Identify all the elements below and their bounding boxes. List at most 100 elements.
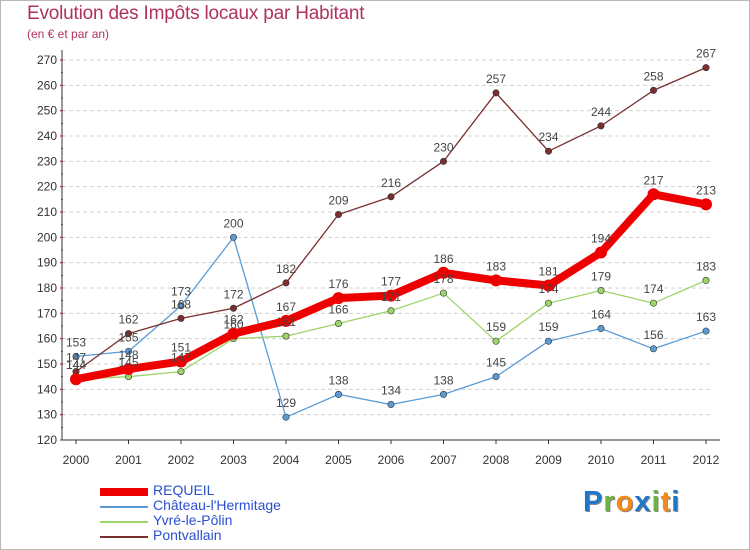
- data-label: 200: [223, 216, 243, 230]
- x-tick-label: 2006: [378, 453, 405, 467]
- data-point: [387, 401, 395, 409]
- logo-letter: P: [583, 486, 604, 518]
- y-tick-label: 120: [37, 433, 57, 447]
- data-point: [334, 319, 342, 327]
- data-label: 166: [328, 302, 348, 316]
- data-point: [597, 287, 605, 295]
- data-point: [544, 337, 552, 345]
- proxiti-logo: Proxiti: [583, 486, 680, 519]
- y-tick-label: 240: [37, 129, 57, 143]
- legend-item: Château-l'Hermitage: [100, 497, 360, 516]
- data-point: [230, 233, 238, 241]
- logo-letter: t: [660, 486, 672, 518]
- y-tick-label: 200: [37, 230, 57, 244]
- data-point: [490, 274, 502, 287]
- data-point: [702, 276, 710, 284]
- data-label: 148: [118, 348, 138, 362]
- y-tick-label: 220: [37, 180, 57, 194]
- data-point: [177, 302, 185, 310]
- data-point: [437, 266, 450, 279]
- x-tick-label: 2007: [430, 453, 457, 467]
- data-point: [439, 157, 447, 165]
- data-label: 174: [538, 282, 558, 296]
- legend-label: Pontvallain: [153, 527, 222, 543]
- data-label: 209: [328, 194, 348, 208]
- chart-subtitle: (en € et par an): [27, 27, 110, 41]
- data-point: [332, 292, 345, 305]
- x-tick-label: 2010: [588, 453, 615, 467]
- data-label: 176: [328, 277, 348, 291]
- x-tick-label: 2003: [220, 453, 247, 467]
- data-label: 162: [118, 313, 138, 327]
- data-label: 194: [591, 232, 611, 246]
- data-point: [647, 188, 660, 201]
- data-point: [177, 314, 185, 322]
- data-point: [597, 122, 605, 130]
- series-line-pontvallain: [75, 66, 707, 373]
- data-label: 182: [276, 262, 296, 276]
- data-point: [177, 368, 185, 376]
- data-point: [125, 347, 133, 355]
- y-tick-label: 160: [37, 332, 57, 346]
- data-label: 216: [381, 176, 401, 190]
- y-tick-label: 210: [37, 205, 57, 219]
- legend-label: Yvré-le-Pôlin: [153, 512, 233, 528]
- data-point: [227, 327, 240, 340]
- data-point: [702, 64, 710, 72]
- data-label: 168: [171, 297, 191, 311]
- x-tick-label: 2005: [325, 453, 352, 467]
- x-tick-label: 2001: [115, 453, 142, 467]
- data-point: [282, 332, 290, 340]
- data-point: [700, 198, 712, 211]
- y-tick-label: 230: [37, 154, 57, 168]
- data-point: [595, 246, 607, 259]
- data-label: 160: [223, 318, 243, 332]
- legend-item: Yvré-le-Pôlin: [100, 512, 360, 531]
- data-label: 234: [538, 130, 558, 144]
- x-tick-label: 2008: [483, 453, 510, 467]
- data-label: 151: [171, 340, 191, 354]
- data-label: 230: [433, 140, 453, 154]
- y-tick-label: 260: [37, 78, 57, 92]
- logo-letter: r: [603, 486, 616, 518]
- data-label: 178: [433, 272, 453, 286]
- data-label: 156: [643, 328, 663, 342]
- data-point: [387, 307, 395, 315]
- data-point: [542, 279, 555, 292]
- data-point: [280, 314, 292, 327]
- data-label: 138: [433, 373, 453, 387]
- data-label: 163: [696, 310, 716, 324]
- data-label: 153: [66, 335, 86, 349]
- x-tick-label: 2002: [168, 453, 195, 467]
- y-tick-label: 250: [37, 104, 57, 118]
- data-label: 267: [696, 47, 716, 61]
- data-point: [492, 337, 500, 345]
- y-tick-label: 150: [37, 357, 57, 371]
- legend-swatch: [100, 536, 148, 538]
- legend-item: REQUEIL: [100, 482, 360, 501]
- data-label: 162: [223, 313, 243, 327]
- data-point: [544, 299, 552, 307]
- logo-letter: i: [651, 486, 661, 518]
- data-label: 181: [538, 264, 558, 278]
- data-label: 164: [591, 308, 611, 322]
- chart-title: Evolution des Impôts locaux par Habitant: [27, 3, 365, 24]
- data-point: [597, 325, 605, 333]
- data-point: [492, 373, 500, 381]
- data-label: 213: [696, 183, 716, 197]
- data-point: [649, 86, 657, 94]
- data-label: 134: [381, 384, 401, 398]
- x-tick-label: 2011: [641, 453, 667, 467]
- data-label: 172: [223, 287, 243, 301]
- data-point: [439, 390, 447, 398]
- legend-item: Pontvallain: [100, 527, 360, 546]
- data-label: 179: [591, 270, 611, 284]
- data-label: 144: [66, 358, 86, 372]
- data-label: 257: [486, 72, 506, 86]
- data-label: 147: [66, 351, 86, 365]
- data-point: [649, 345, 657, 353]
- y-tick-label: 270: [37, 53, 57, 67]
- data-label: 145: [486, 356, 506, 370]
